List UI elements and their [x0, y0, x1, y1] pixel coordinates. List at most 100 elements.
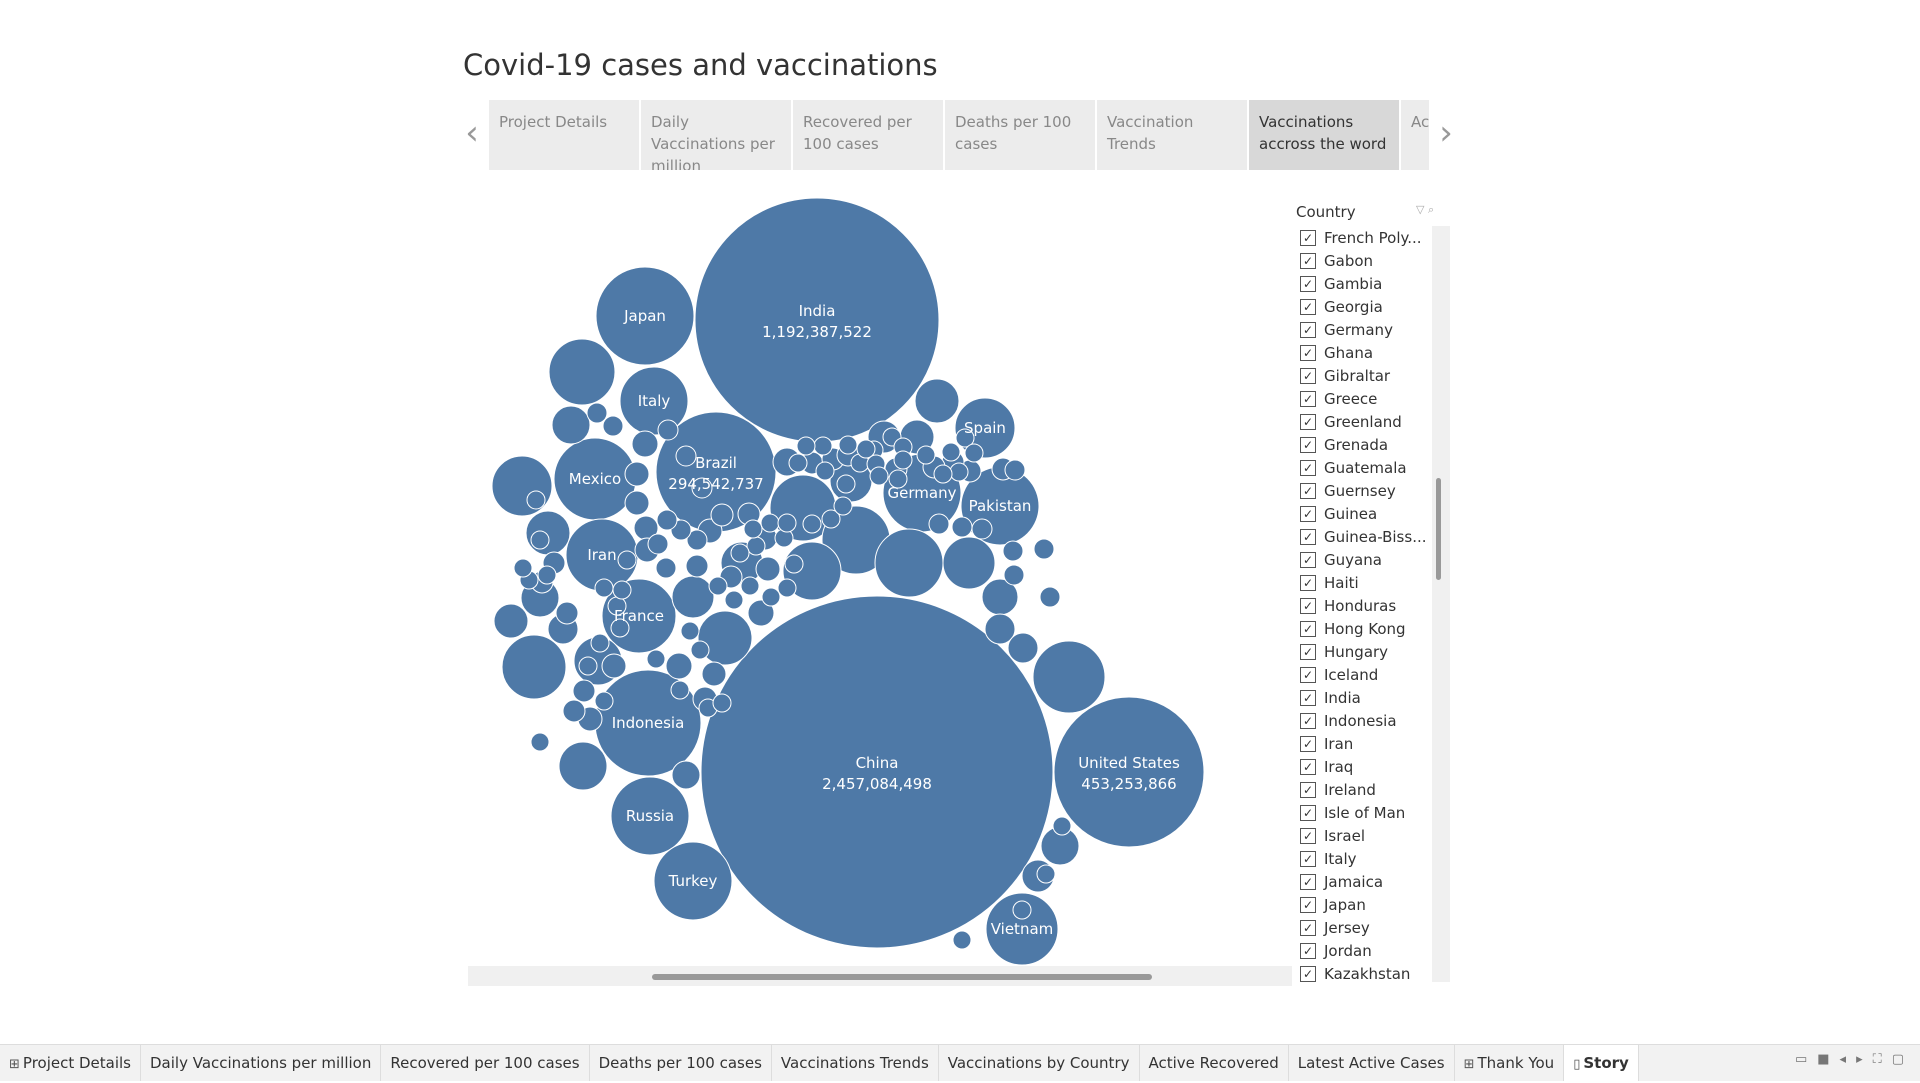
bubble[interactable] — [874, 528, 944, 598]
bubble[interactable] — [558, 741, 608, 791]
bubble[interactable] — [530, 530, 550, 550]
filter-item[interactable]: ✓ Guyana — [1300, 548, 1430, 571]
filter-item[interactable]: ✓ India — [1300, 686, 1430, 709]
bubble[interactable] — [743, 519, 763, 539]
sheet-tab-1[interactable]: ⊞ Project Details — [0, 1045, 141, 1081]
bubble[interactable] — [530, 732, 550, 752]
bubble[interactable] — [656, 509, 678, 531]
prev-icon[interactable]: ◂ — [1839, 1052, 1847, 1067]
bubble[interactable] — [964, 443, 984, 463]
device-icon[interactable]: ▢ — [1891, 1052, 1904, 1067]
bubble[interactable] — [949, 462, 969, 482]
bubble[interactable] — [724, 590, 744, 610]
bubble[interactable] — [888, 469, 908, 489]
bubble[interactable] — [701, 661, 727, 687]
checkbox-checked-icon[interactable]: ✓ — [1300, 482, 1316, 499]
bubble-turkey[interactable] — [653, 841, 733, 921]
story-point-1[interactable]: Project Details — [489, 100, 639, 170]
story-point-3[interactable]: Recovered per 100 cases — [793, 100, 943, 170]
bubble[interactable] — [740, 576, 760, 596]
bubble[interactable] — [833, 496, 853, 516]
filter-item[interactable]: ✓ Indonesia — [1300, 709, 1430, 732]
checkbox-checked-icon[interactable]: ✓ — [1300, 781, 1316, 798]
filter-item[interactable]: ✓ Hong Kong — [1300, 617, 1430, 640]
filter-item[interactable]: ✓ Ireland — [1300, 778, 1430, 801]
filter-item[interactable]: ✓ Gibraltar — [1300, 364, 1430, 387]
bubble[interactable] — [838, 435, 858, 455]
bubble[interactable] — [602, 415, 624, 437]
checkbox-checked-icon[interactable]: ✓ — [1300, 505, 1316, 522]
filter-item[interactable]: ✓ Kazakhstan — [1300, 962, 1430, 985]
checkbox-checked-icon[interactable]: ✓ — [1300, 574, 1316, 591]
story-point-6[interactable]: Vaccinations accross the word — [1249, 100, 1399, 170]
filter-item[interactable]: ✓ Iraq — [1300, 755, 1430, 778]
fullscreen-icon[interactable]: ⛶ — [1872, 1052, 1882, 1067]
bubble[interactable] — [802, 514, 822, 534]
checkbox-checked-icon[interactable]: ✓ — [1300, 896, 1316, 913]
bubble[interactable] — [710, 503, 734, 527]
bubble[interactable] — [631, 430, 659, 458]
bubble[interactable] — [601, 653, 627, 679]
filter-item[interactable]: ✓ Guinea-Biss... — [1300, 525, 1430, 548]
bubble[interactable] — [624, 461, 650, 487]
filter-item[interactable]: ✓ Honduras — [1300, 594, 1430, 617]
checkbox-checked-icon[interactable]: ✓ — [1300, 298, 1316, 315]
bubble[interactable] — [869, 466, 889, 486]
filter-scrollbar-thumb[interactable] — [1436, 478, 1441, 580]
bubble[interactable] — [893, 450, 913, 470]
bubble[interactable] — [578, 656, 598, 676]
checkbox-checked-icon[interactable]: ✓ — [1300, 597, 1316, 614]
sheet-tab-9[interactable]: ⊞ Thank You — [1455, 1045, 1565, 1081]
stop-icon[interactable]: ■ — [1817, 1052, 1830, 1067]
bubble[interactable] — [1033, 538, 1055, 560]
sheet-tab-5[interactable]: Vaccinations Trends — [772, 1045, 939, 1081]
bubble[interactable] — [761, 587, 781, 607]
checkbox-checked-icon[interactable]: ✓ — [1300, 643, 1316, 660]
filter-item[interactable]: ✓ Haiti — [1300, 571, 1430, 594]
bubble[interactable] — [813, 436, 833, 456]
checkbox-checked-icon[interactable]: ✓ — [1300, 551, 1316, 568]
sheet-tab-6[interactable]: Vaccinations by Country — [939, 1045, 1140, 1081]
bubble[interactable] — [933, 464, 953, 484]
filter-item[interactable]: ✓ Georgia — [1300, 295, 1430, 318]
bubble[interactable] — [586, 402, 608, 424]
bubble[interactable] — [655, 557, 677, 579]
bubble[interactable] — [525, 510, 571, 556]
bubble[interactable] — [501, 634, 567, 700]
bubble[interactable] — [796, 436, 816, 456]
bubble-vietnam[interactable] — [985, 892, 1059, 966]
bubble[interactable] — [686, 529, 708, 551]
sheet-tab-10[interactable]: ▯ Story — [1564, 1045, 1639, 1081]
checkbox-checked-icon[interactable]: ✓ — [1300, 229, 1316, 246]
checkbox-checked-icon[interactable]: ✓ — [1300, 413, 1316, 430]
checkbox-checked-icon[interactable]: ✓ — [1300, 712, 1316, 729]
sheet-tab-4[interactable]: Deaths per 100 cases — [590, 1045, 772, 1081]
bubble[interactable] — [646, 649, 666, 669]
filter-scrollbar[interactable] — [1432, 226, 1450, 982]
bubble[interactable] — [526, 490, 546, 510]
filter-item[interactable]: ✓ Iceland — [1300, 663, 1430, 686]
checkbox-checked-icon[interactable]: ✓ — [1300, 252, 1316, 269]
bubble[interactable] — [1003, 564, 1025, 586]
checkbox-checked-icon[interactable]: ✓ — [1300, 873, 1316, 890]
checkbox-checked-icon[interactable]: ✓ — [1300, 758, 1316, 775]
filter-item[interactable]: ✓ Gambia — [1300, 272, 1430, 295]
bubble[interactable] — [755, 556, 781, 582]
story-point-5[interactable]: Vaccination Trends — [1097, 100, 1247, 170]
bubble[interactable] — [671, 760, 701, 790]
bubble[interactable] — [747, 599, 775, 627]
bubble[interactable] — [691, 477, 713, 499]
filter-item[interactable]: ✓ Guernsey — [1300, 479, 1430, 502]
bubble[interactable] — [1012, 900, 1032, 920]
chevron-right-icon[interactable]: › — [1439, 113, 1453, 153]
bubble[interactable] — [562, 699, 586, 723]
sheet-tab-7[interactable]: Active Recovered — [1140, 1045, 1289, 1081]
bubble[interactable] — [914, 378, 960, 424]
filter-item[interactable]: ✓ Iran — [1300, 732, 1430, 755]
filter-item[interactable]: ✓ Jamaica — [1300, 870, 1430, 893]
bubble[interactable] — [513, 558, 533, 578]
bubble[interactable] — [671, 575, 715, 619]
checkbox-checked-icon[interactable]: ✓ — [1300, 390, 1316, 407]
bubble[interactable] — [1032, 640, 1106, 714]
bubble[interactable] — [685, 554, 709, 578]
